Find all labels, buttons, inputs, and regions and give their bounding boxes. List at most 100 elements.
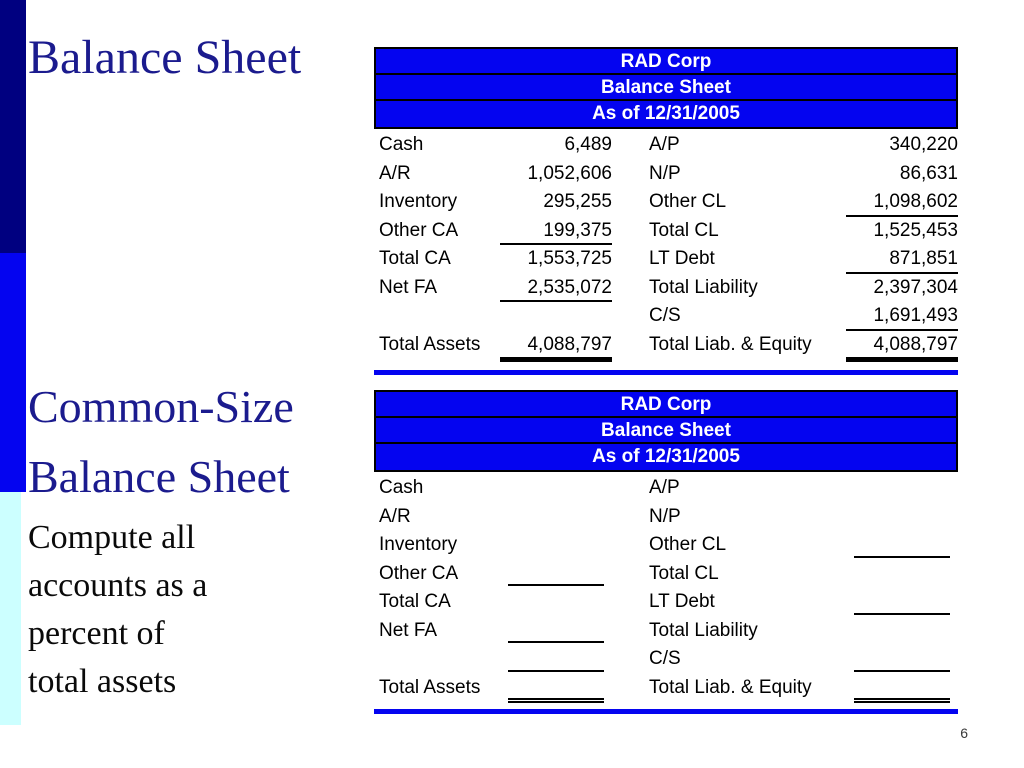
liability-label: N/P <box>649 162 681 184</box>
liability-label: Other CL <box>649 534 727 555</box>
table-title-row: Balance Sheet <box>376 75 956 101</box>
table-row: C/S <box>374 645 958 674</box>
blank-underline <box>508 669 604 672</box>
table-row: Cash 6,489 A/P 340,220 <box>374 131 958 160</box>
asset-value: 1,052,606 <box>527 162 612 184</box>
table-row: Total Assets Total Liab. & Equity <box>374 674 958 703</box>
table-title-row: As of 12/31/2005 <box>592 103 740 124</box>
section-title-line2: Balance Sheet <box>28 451 290 502</box>
liability-label: C/S <box>649 305 681 326</box>
liability-value <box>846 560 958 589</box>
column-gap <box>612 331 644 360</box>
asset-value: 6,489 <box>564 134 612 155</box>
asset-label: A/R <box>379 162 411 184</box>
page-number: 6 <box>960 725 968 741</box>
asset-value <box>500 645 612 674</box>
balance-sheet-table: RAD Corp Balance Sheet As of 12/31/2005 Ca… <box>374 47 958 375</box>
left-accent-bar-blue <box>0 253 26 492</box>
asset-value <box>500 560 612 589</box>
asset-label: Net FA <box>379 619 438 641</box>
column-gap <box>612 645 644 674</box>
column-gap <box>612 531 644 560</box>
asset-value: 4,088,797 <box>500 331 612 360</box>
column-gap <box>612 617 644 646</box>
asset-label: Total Assets <box>379 333 481 355</box>
liability-value <box>846 531 958 560</box>
blank-underline <box>854 669 950 672</box>
table-row: Other CA Total CL <box>374 560 958 589</box>
asset-value: 2,535,072 <box>500 274 612 303</box>
table-row: Net FA 2,535,072 Total Liability 2,397,304 <box>374 274 958 303</box>
table-row: Total CA 1,553,725 LT Debt 871,851 <box>374 245 958 274</box>
liability-label: A/P <box>649 134 680 155</box>
column-gap <box>612 217 644 246</box>
note-line4: total assets <box>28 663 177 700</box>
blank-underline <box>854 555 950 558</box>
column-gap <box>612 274 644 303</box>
table-row: C/S 1,691,493 <box>374 302 958 331</box>
liability-label: Total CL <box>649 219 719 241</box>
table-row: Total CA LT Debt <box>374 588 958 617</box>
liability-label: N/P <box>649 505 681 527</box>
liability-label: Total Liab. & Equity <box>649 676 812 698</box>
asset-value: 199,375 <box>500 217 612 246</box>
table-row: A/R 1,052,606 N/P 86,631 <box>374 160 958 189</box>
liability-label: Total Liability <box>649 619 758 641</box>
section-title-line1: Common-Size <box>28 381 294 432</box>
column-gap <box>612 160 644 189</box>
note-line2: accounts as a <box>28 567 208 604</box>
note-line3: percent of <box>28 615 165 652</box>
balance-sheet-table-body: Cash 6,489 A/P 340,220 A/R 1,052,606 N/P 86,631… <box>374 129 958 359</box>
asset-label: Other CA <box>379 562 459 584</box>
liability-value: 86,631 <box>899 162 958 184</box>
balance-sheet-table-header: RAD Corp Balance Sheet As of 12/31/2005 <box>374 47 958 129</box>
column-gap <box>612 474 644 503</box>
blank-underline <box>854 698 950 703</box>
common-size-table-body: Cash A/P A/R N/P Inventory Other CL Other CA To… <box>374 472 958 703</box>
liability-label: Total Liab. & Equity <box>649 333 812 355</box>
section-title: Common-Size Balance Sheet <box>28 372 294 512</box>
liability-value: 4,088,797 <box>846 331 958 360</box>
liability-label: LT Debt <box>649 591 715 612</box>
liability-label: Total CL <box>649 562 719 584</box>
asset-value: 1,553,725 <box>527 248 612 269</box>
asset-value <box>500 588 612 617</box>
asset-value <box>500 674 612 703</box>
asset-label: A/R <box>379 505 411 527</box>
liability-value <box>846 645 958 674</box>
blank-underline <box>508 641 604 643</box>
asset-value <box>500 617 612 646</box>
asset-value <box>500 531 612 560</box>
blank-underline <box>854 612 950 615</box>
table-row: Inventory Other CL <box>374 531 958 560</box>
balance-sheet-table-bottom-rule <box>374 370 958 375</box>
common-size-table-bottom-rule <box>374 709 958 714</box>
common-size-table-header: RAD Corp Balance Sheet As of 12/31/2005 <box>374 390 958 472</box>
column-gap <box>612 245 644 274</box>
asset-value: 295,255 <box>543 191 612 212</box>
slide-title: Balance Sheet <box>28 31 302 84</box>
blank-underline <box>508 584 604 586</box>
liability-value <box>846 474 958 503</box>
asset-value <box>500 503 612 532</box>
asset-label: Cash <box>379 134 424 155</box>
asset-value <box>500 474 612 503</box>
table-row: Other CA 199,375 Total CL 1,525,453 <box>374 217 958 246</box>
liability-label: Other CL <box>649 191 727 212</box>
liability-label: A/P <box>649 477 680 498</box>
table-row: Cash A/P <box>374 474 958 503</box>
asset-label: Cash <box>379 477 424 498</box>
liability-value: 871,851 <box>846 245 958 274</box>
column-gap <box>612 503 644 532</box>
note-line1: Compute all <box>28 519 196 556</box>
liability-value: 1,098,602 <box>846 188 958 217</box>
liability-value <box>846 588 958 617</box>
common-size-table: RAD Corp Balance Sheet As of 12/31/2005 Ca… <box>374 390 958 714</box>
liability-value: 340,220 <box>889 134 958 155</box>
left-accent-bar-cyan <box>0 492 21 725</box>
liability-value <box>846 503 958 532</box>
asset-label: Other CA <box>379 219 459 241</box>
table-row: A/R N/P <box>374 503 958 532</box>
table-row: Total Assets 4,088,797 Total Liab. & Equit… <box>374 331 958 360</box>
table-row: Inventory 295,255 Other CL 1,098,602 <box>374 188 958 217</box>
